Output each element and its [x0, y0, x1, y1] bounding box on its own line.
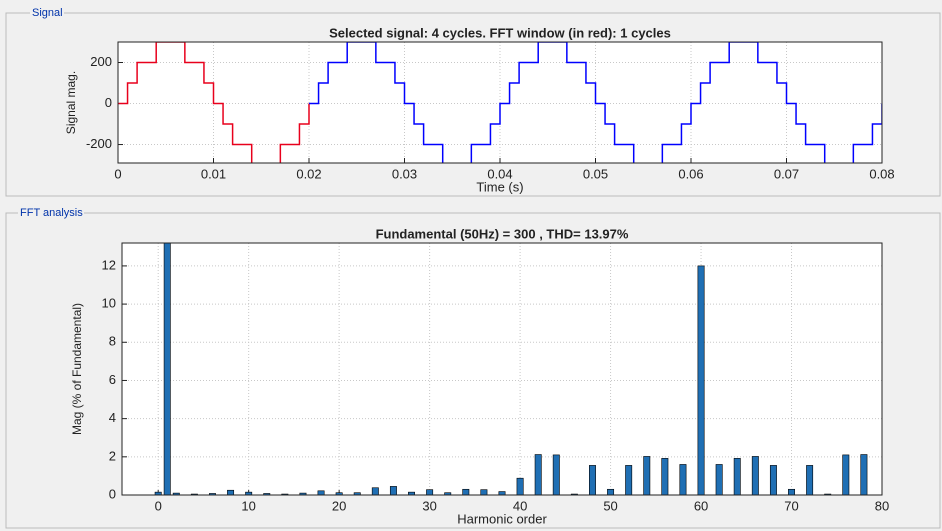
x-tick-label: 0.08 — [869, 166, 894, 181]
bar — [534, 454, 542, 495]
bar — [172, 492, 180, 495]
signal-line — [118, 42, 310, 163]
y-tick-label: -200 — [86, 136, 112, 151]
bar — [643, 456, 651, 495]
y-tick-label: 200 — [90, 54, 112, 69]
bar — [389, 486, 397, 495]
panel-label-bg — [18, 207, 84, 219]
bar — [552, 454, 560, 495]
x-tick-label: 0.03 — [392, 166, 417, 181]
x-tick-label: 50 — [603, 498, 617, 513]
plot-border — [117, 41, 883, 164]
bar — [860, 454, 868, 495]
bar — [607, 488, 615, 495]
x-tick-label: 0.07 — [774, 166, 799, 181]
x-tick-label: 0 — [155, 498, 162, 513]
bar — [299, 492, 307, 495]
bar — [498, 491, 506, 495]
chart-title: Selected signal: 4 cycles. FFT window (i… — [329, 25, 671, 40]
x-tick-label: 30 — [422, 498, 436, 513]
panel-label: FFT analysis — [20, 207, 83, 219]
bar — [317, 490, 325, 495]
plot-marks — [118, 42, 882, 163]
y-tick-label: 6 — [109, 372, 116, 387]
bar — [733, 458, 741, 495]
bar — [480, 489, 488, 495]
x-tick-label: 0 — [114, 166, 121, 181]
bar — [516, 477, 524, 495]
y-tick-label: 2 — [109, 448, 116, 463]
chart-title: Fundamental (50Hz) = 300 , THD= 13.97% — [376, 226, 629, 241]
x-tick-label: 40 — [513, 498, 527, 513]
y-tick-label: 12 — [102, 257, 116, 272]
y-tick-label: 0 — [105, 95, 112, 110]
panel-frame — [5, 12, 941, 197]
y-axis-label: Signal mag. — [64, 71, 78, 134]
y-axis-label: Mag (% of Fundamental) — [70, 303, 84, 435]
x-tick-label: 10 — [241, 498, 255, 513]
x-tick-label: 0.05 — [583, 166, 608, 181]
signal-line — [309, 42, 882, 163]
x-tick-label: 0.02 — [296, 166, 321, 181]
x-tick-label: 60 — [694, 498, 708, 513]
bar — [163, 243, 171, 495]
panel-frame — [5, 212, 941, 529]
plot-border — [121, 242, 883, 496]
bar — [371, 487, 379, 495]
bar — [769, 465, 777, 495]
x-axis-label: Time (s) — [476, 179, 523, 194]
bar — [806, 465, 814, 495]
bar — [679, 464, 687, 495]
x-tick-label: 20 — [332, 498, 346, 513]
bar — [842, 454, 850, 495]
bar — [426, 489, 434, 495]
x-tick-label: 70 — [784, 498, 798, 513]
x-tick-label: 80 — [875, 498, 889, 513]
y-tick-label: 4 — [109, 410, 116, 425]
panel-label-bg — [30, 7, 64, 19]
bar — [715, 464, 723, 495]
x-tick-label: 0.01 — [201, 166, 226, 181]
y-tick-label: 0 — [109, 486, 116, 501]
bar — [661, 458, 669, 495]
bar — [788, 488, 795, 495]
bar — [751, 456, 759, 495]
bar — [625, 465, 633, 495]
x-tick-label: 0.04 — [487, 166, 512, 181]
bar — [462, 488, 470, 495]
bar — [697, 265, 705, 495]
x-axis-label: Harmonic order — [457, 511, 547, 526]
panel-label: Signal — [32, 7, 63, 19]
x-tick-label: 0.06 — [678, 166, 703, 181]
bar — [589, 465, 596, 495]
y-tick-label: 10 — [102, 296, 116, 311]
bar — [227, 489, 235, 495]
y-tick-label: 8 — [109, 334, 116, 349]
